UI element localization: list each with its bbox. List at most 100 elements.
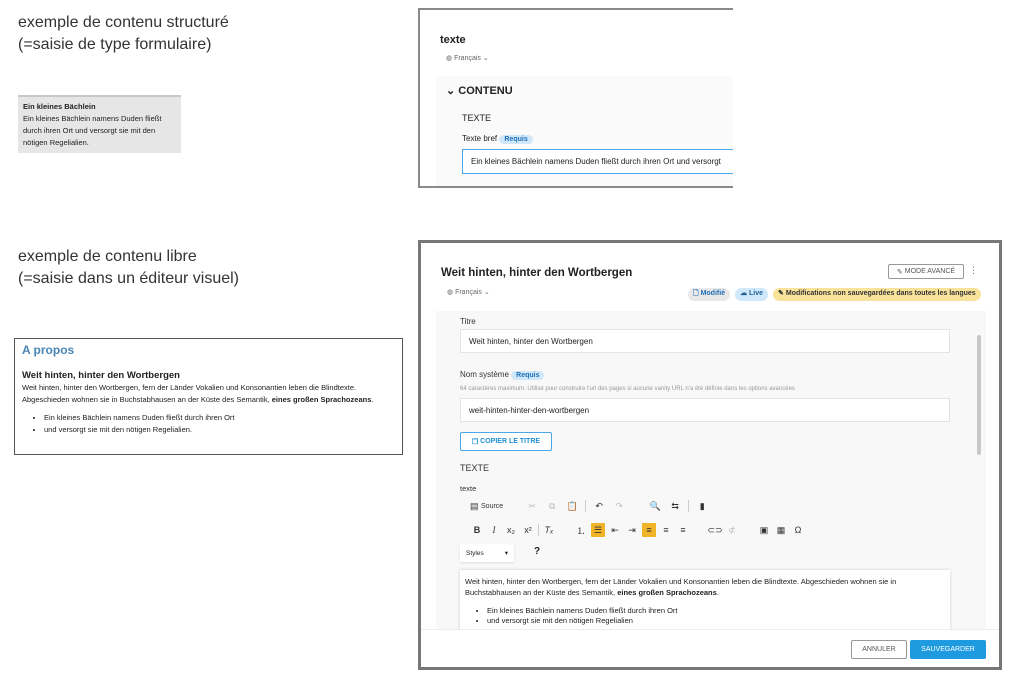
- field-label: texte: [460, 484, 477, 493]
- indent-icon[interactable]: ⇥: [628, 524, 636, 535]
- list-item: Ein kleines Bächlein namens Duden fließt…: [44, 412, 395, 424]
- live-badge: ☁ Live: [735, 288, 769, 301]
- modified-badge: 🗋 Modifié: [688, 288, 731, 301]
- badge-text: Live: [749, 290, 764, 297]
- replace-icon[interactable]: ⇆: [671, 500, 679, 511]
- caption-free: exemple de contenu libre (=saisie dans u…: [18, 246, 239, 290]
- advanced-mode-button[interactable]: ✎ MODE AVANCÉ: [888, 264, 964, 279]
- copy-title-button[interactable]: ❐ COPIER LE TITRE: [460, 432, 552, 451]
- button-label: Source: [481, 502, 504, 510]
- required-badge: Requis: [499, 135, 533, 144]
- image-icon[interactable]: ▣: [759, 524, 769, 535]
- format-icon[interactable]: ▮: [699, 500, 705, 511]
- badge-text: Modifications non sauvegardées dans tout…: [785, 290, 976, 297]
- preview-text: Ein kleines Bächlein namens Duden fließt…: [23, 114, 162, 147]
- toolbar-row-1: ▤ Source ✂ ⧉ 📋 ↶ ↷ 🔍 ⇆ ▮: [470, 499, 709, 513]
- system-name-hint: 64 caractères maximum. Utilisé pour cons…: [460, 386, 795, 392]
- link-icon[interactable]: ⊂⊃: [707, 524, 723, 535]
- more-menu-icon[interactable]: ⋮: [969, 265, 978, 275]
- preview-heading: A propos: [22, 343, 75, 357]
- chevron-down-icon: ⌄: [446, 85, 456, 97]
- align-right-icon[interactable]: ≡: [680, 525, 686, 535]
- group-title: TEXTE: [460, 463, 490, 473]
- undo-icon[interactable]: ↶: [595, 500, 603, 511]
- editor-paragraph: Weit hinten, hinter den Wortbergen, fern…: [465, 576, 945, 598]
- button-label: COPIER LE TITRE: [480, 438, 541, 445]
- required-badge: Requis: [511, 371, 545, 380]
- content-section: ⌄ CONTENU TEXTE Texte bref Requis Ein kl…: [436, 76, 733, 186]
- text: .: [371, 395, 374, 404]
- redo-icon[interactable]: ↷: [615, 500, 623, 511]
- numbered-list-icon[interactable]: ⒈: [576, 525, 586, 536]
- status-badges: 🗋 Modifié ☁ Live ✎ Modifications non sau…: [688, 288, 981, 301]
- group-title: TEXTE: [462, 113, 492, 123]
- system-name-label: Nom système Requis: [460, 370, 545, 380]
- outdent-icon[interactable]: ⇤: [611, 524, 619, 535]
- language-selector[interactable]: ◍ Français ⌄: [446, 55, 489, 62]
- unsaved-badge: ✎ Modifications non sauvegardées dans to…: [773, 288, 981, 301]
- badge-text: Modifié: [700, 290, 726, 297]
- scrollbar[interactable]: [977, 335, 981, 455]
- bulleted-list-icon[interactable]: ☰: [591, 523, 605, 537]
- toolbar-row-2: B I x₂ x² Tₓ ⒈ ☰ ⇤ ⇥ ≡ ≡ ≡ ⊂⊃ ⊄ ▣ ▦ Ω: [470, 523, 805, 537]
- bold-text: eines großen Sprachozeans: [617, 588, 717, 597]
- italic-icon[interactable]: I: [492, 525, 496, 535]
- paste-icon[interactable]: 📋: [566, 500, 578, 511]
- remove-format-icon[interactable]: Tₓ: [544, 525, 554, 535]
- bold-text: eines großen Sprachozeans: [271, 395, 372, 404]
- copy-icon: ❐: [471, 438, 479, 446]
- save-button[interactable]: SAUVEGARDER: [910, 640, 986, 659]
- dialog-title: Weit hinten, hinter den Wortbergen: [441, 267, 633, 279]
- bold-icon[interactable]: B: [473, 525, 481, 535]
- caption-line: exemple de contenu structuré: [18, 14, 229, 31]
- cancel-button[interactable]: ANNULER: [851, 640, 907, 659]
- pencil-icon: ✎: [896, 268, 903, 276]
- caption-line: exemple de contenu libre: [18, 248, 197, 265]
- button-label: MODE AVANCÉ: [904, 268, 956, 275]
- find-icon[interactable]: 🔍: [649, 500, 661, 511]
- dropdown-label: Styles: [466, 549, 484, 557]
- title-label: Titre: [460, 317, 476, 326]
- text: Weit hinten, hinter den Wortbergen, fern…: [465, 577, 897, 597]
- short-text-input[interactable]: Ein kleines Bächlein namens Duden fließt…: [462, 149, 733, 174]
- free-editor-dialog: Weit hinten, hinter den Wortbergen ◍ Fra…: [418, 240, 1002, 670]
- copy-icon[interactable]: ⧉: [548, 500, 556, 511]
- title-input[interactable]: Weit hinten, hinter den Wortbergen: [460, 329, 950, 353]
- styles-dropdown[interactable]: Styles ▾: [460, 544, 514, 562]
- system-name-input[interactable]: weit-hinten-hinter-den-wortbergen: [460, 398, 950, 422]
- source-button[interactable]: ▤ Source: [470, 500, 504, 511]
- rich-text-editor[interactable]: Weit hinten, hinter den Wortbergen, fern…: [460, 570, 950, 640]
- special-char-icon[interactable]: Ω: [794, 525, 802, 535]
- editor-title: texte: [440, 34, 466, 46]
- language-selector[interactable]: ◍ Français ⌄: [447, 289, 490, 296]
- dialog-footer: ANNULER SAUVEGARDER: [421, 629, 999, 667]
- language-label: Français: [454, 55, 481, 62]
- caption-structured: exemple de contenu structuré (=saisie de…: [18, 12, 229, 56]
- field-label: Texte bref Requis: [462, 134, 533, 144]
- form-body: Titre Weit hinten, hinter den Wortbergen…: [436, 311, 986, 640]
- preview-title: Weit hinten, hinter den Wortbergen: [22, 370, 180, 381]
- superscript-icon[interactable]: x²: [524, 525, 532, 535]
- preview-paragraph: Weit hinten, hinter den Wortbergen, fern…: [22, 382, 395, 406]
- list-item: Ein kleines Bächlein namens Duden fließt…: [487, 606, 945, 616]
- cut-icon[interactable]: ✂: [528, 500, 536, 511]
- text: Weit hinten, hinter den Wortbergen, fern…: [22, 383, 357, 404]
- section-toggle[interactable]: ⌄ CONTENU: [446, 84, 513, 97]
- structured-editor: texte ◍ Français ⌄ ⌄ CONTENU TEXTE Texte…: [418, 8, 733, 188]
- list-item: und versorgt sie mit den nötigen Regelia…: [44, 424, 395, 436]
- subscript-icon[interactable]: x₂: [507, 525, 515, 535]
- preview-title: Ein kleines Bächlein: [23, 102, 96, 111]
- list-item: und versorgt sie mit den nötigen Regelia…: [487, 616, 945, 626]
- language-label: Français: [455, 289, 482, 296]
- help-button[interactable]: ?: [534, 546, 541, 557]
- free-preview: A propos Weit hinten, hinter den Wortber…: [14, 338, 403, 455]
- unlink-icon[interactable]: ⊄: [728, 524, 736, 535]
- table-icon[interactable]: ▦: [776, 524, 786, 535]
- text: .: [716, 588, 719, 597]
- label-text: Texte bref: [462, 134, 498, 143]
- caption-line: (=saisie dans un éditeur visuel): [18, 270, 240, 287]
- align-left-icon[interactable]: ≡: [642, 523, 656, 537]
- section-title: CONTENU: [458, 85, 513, 97]
- align-center-icon[interactable]: ≡: [663, 525, 669, 535]
- structured-preview: Ein kleines Bächlein Ein kleines Bächlei…: [18, 95, 181, 153]
